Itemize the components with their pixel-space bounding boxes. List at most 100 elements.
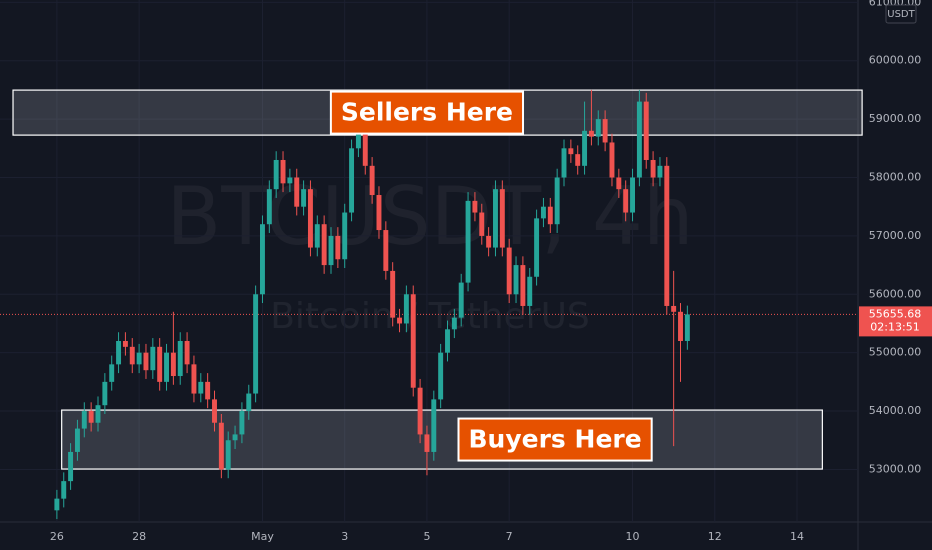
candle-body [61,481,67,499]
candle-body [164,352,169,382]
candle-body [547,206,553,225]
candle-body [191,364,197,394]
candle-body [602,119,608,143]
candle-body [205,381,211,400]
candle-body [273,159,279,190]
candle-body [68,451,74,482]
candle-body [636,101,642,178]
candle-body [355,130,361,149]
candle-body [493,189,498,248]
candle-body [369,165,375,196]
candle-body [424,434,430,452]
candle-body [102,381,108,406]
candle-body [403,294,409,324]
y-tick-label: 57000.00 [869,229,922,242]
y-tick-label: 54000.00 [869,404,922,417]
candle-body [575,154,581,166]
watermark-subtitle: Bitcoin / TetherUS [270,296,590,337]
candle-body [616,177,622,190]
candle-body [314,224,320,248]
candle-body [410,294,416,388]
zone-label: Buyers Here [457,417,653,462]
candle-body [623,189,629,213]
candle-body [266,189,272,225]
candle-body [212,399,217,423]
candle-body [74,428,80,452]
candle-body [136,352,142,365]
candle-body [588,130,594,137]
zone-label-text: Buyers Here [469,425,642,454]
candle-body [349,148,355,213]
candle-body [520,265,526,306]
candle-body [486,235,492,248]
x-tick-label: 12 [708,530,722,543]
candle-body [458,282,464,318]
candle-body [438,352,444,400]
candle-body [568,148,574,155]
y-tick-label: 56000.00 [869,287,922,300]
candle-body [301,189,307,207]
y-tick-label: 58000.00 [869,171,922,184]
candle-body [376,195,382,231]
candle-body [54,498,60,511]
candle-body [122,340,128,347]
candle-body [678,311,683,341]
candle-body [287,177,293,184]
candle-body [527,276,533,306]
zone-label: Sellers Here [329,90,525,135]
watermark: BTCUSDT, 4h [166,170,693,263]
candle-body [225,440,231,470]
candle-body [650,159,656,178]
y-tick-label: 53000.00 [869,462,922,475]
y-tick-label: 55000.00 [869,346,922,359]
candle-body [81,411,87,429]
candle-body [218,422,224,470]
candle-body [129,346,135,365]
candle-body [88,411,94,423]
x-tick-label: 26 [50,530,64,543]
candle-body [294,177,300,207]
candle-body [684,314,690,341]
candle-body [582,130,588,166]
candle-body [95,405,101,423]
x-tick-label: 3 [341,530,348,543]
candle-body [445,329,450,353]
candle-body [116,340,122,365]
candle-body [499,189,505,248]
x-tick-label: 10 [626,530,640,543]
currency-box [885,4,917,24]
x-tick-label: 7 [506,530,513,543]
y-tick-label: 59000.00 [869,112,922,125]
x-tick-label: 28 [132,530,146,543]
candle-body [390,270,396,318]
candle-body [232,434,238,441]
candle-body [321,224,327,266]
candle-body [328,235,334,266]
candle-body [335,235,341,260]
x-tick-label: 5 [423,530,430,543]
candle-body [465,200,471,283]
candle-body [383,230,389,271]
y-tick-label: 61000.00 [869,0,922,8]
candle-body [417,387,423,435]
candle-body [143,352,149,371]
candle-body [342,212,348,260]
countdown: 02:13:51 [870,320,919,333]
candle-body [657,165,663,178]
candle-body [664,165,670,306]
candle-body [643,101,649,160]
candle-body [540,206,546,219]
zone-label-text: Sellers Here [341,98,513,127]
candle-body [451,317,457,330]
zone-label-box [329,90,525,135]
candle-body [157,346,163,382]
candle-body [253,294,259,394]
candle-body [671,305,677,312]
x-tick-label: 14 [790,530,804,543]
candle-body [280,159,286,184]
candle-body [431,399,437,452]
candle-body [479,212,485,236]
candle-body [561,148,567,178]
candle-body [184,340,190,365]
